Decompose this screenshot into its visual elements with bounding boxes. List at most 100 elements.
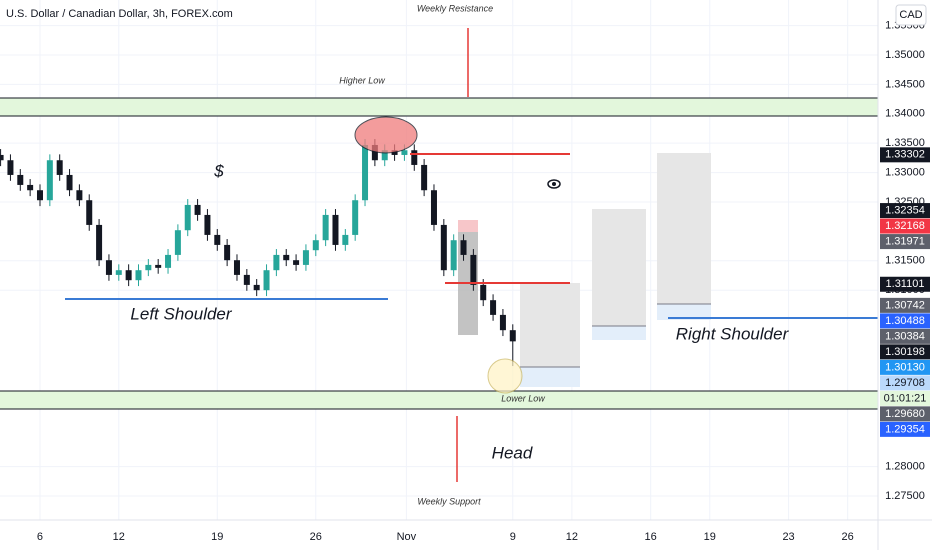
candle-body — [273, 254, 280, 271]
candle-body — [204, 214, 211, 235]
y-tick-label: 1.31500 — [885, 255, 925, 267]
currency-button[interactable] — [895, 4, 927, 26]
support-zone — [0, 391, 878, 409]
candle-body — [184, 204, 191, 231]
eye-icon — [547, 179, 561, 189]
price-axis — [878, 0, 932, 550]
candle-body — [125, 270, 132, 281]
candle-body — [243, 274, 250, 285]
x-tick-label: 19 — [211, 531, 223, 543]
candle-body — [46, 160, 53, 201]
candle-body — [440, 224, 447, 271]
price-tag-label: 1.30742 — [885, 299, 925, 311]
candle-body — [411, 150, 418, 165]
y-tick-label: 1.34000 — [885, 108, 925, 120]
candle-body — [115, 270, 122, 275]
currency-label: CAD — [899, 9, 922, 21]
y-tick-label: 1.28000 — [885, 461, 925, 473]
grid — [0, 0, 878, 520]
candle-body — [214, 234, 221, 245]
candle-body — [233, 260, 240, 275]
price-tag-label: 1.30198 — [885, 346, 925, 358]
price-tag-label: 1.30384 — [885, 330, 925, 342]
candle-body — [194, 204, 201, 215]
candle-body — [105, 260, 112, 275]
x-tick-label: 6 — [37, 531, 43, 543]
price-tag — [880, 328, 930, 344]
head-ellipse — [354, 116, 418, 154]
annotation: Right Shoulder — [676, 324, 790, 343]
candle-body — [490, 300, 497, 315]
annotation: Weekly Support — [417, 496, 481, 506]
chart-title: U.S. Dollar / Canadian Dollar, 3h, FOREX… — [6, 8, 233, 20]
candle-body — [27, 184, 34, 191]
price-tag-label: 1.31971 — [885, 235, 925, 247]
price-tag — [880, 234, 930, 250]
candle-body — [224, 244, 231, 261]
candle-body — [56, 160, 63, 175]
candle-body — [135, 270, 142, 281]
projection-box — [592, 326, 646, 340]
x-tick-label: 23 — [782, 531, 794, 543]
price-tag-label: 1.32168 — [885, 220, 925, 232]
candle-body — [381, 150, 388, 161]
candle-body — [421, 164, 428, 191]
price-tag-label: 1.33302 — [885, 149, 925, 161]
time-axis — [0, 520, 878, 550]
x-tick-label: 19 — [704, 531, 716, 543]
candle-body — [499, 314, 506, 331]
candle-body — [155, 264, 162, 268]
candle-body — [450, 240, 457, 271]
candle-body — [165, 254, 172, 268]
candle-body — [0, 154, 4, 161]
price-tag-label: 01:01:21 — [884, 392, 927, 404]
projection-box — [657, 153, 711, 304]
price-tag — [880, 344, 930, 360]
x-tick-label: 26 — [842, 531, 854, 543]
y-tick-label: 1.34500 — [885, 78, 925, 90]
annotation: Head — [492, 443, 533, 462]
price-tag-label: 1.32354 — [885, 204, 925, 216]
price-tag — [880, 313, 930, 329]
price-tag — [880, 406, 930, 422]
candle-body — [362, 144, 369, 201]
y-tick-label: 1.35000 — [885, 49, 925, 61]
candle-body — [322, 214, 329, 241]
candle-body — [145, 264, 152, 271]
candles — [0, 139, 516, 367]
annotation: Left Shoulder — [130, 304, 232, 323]
y-tick-label: 1.33000 — [885, 166, 925, 178]
x-tick-label: 12 — [113, 531, 125, 543]
price-tag-label: 1.29354 — [885, 423, 925, 435]
price-tag — [880, 147, 930, 163]
price-tag — [880, 421, 930, 437]
annotation: $ — [213, 161, 224, 180]
candle-body — [332, 214, 339, 245]
candle-body — [17, 174, 24, 185]
risk-box — [458, 220, 478, 232]
price-tag-label: 1.29680 — [885, 408, 925, 420]
x-tick-label: 9 — [510, 531, 516, 543]
y-tick-label: 1.33500 — [885, 137, 925, 149]
x-tick-label: Nov — [397, 531, 417, 543]
candle-body — [480, 284, 487, 301]
price-tag — [880, 390, 930, 406]
candle-body — [263, 270, 270, 291]
candle-body — [174, 230, 181, 255]
candle-body — [312, 240, 319, 251]
annotation: Higher Low — [339, 75, 385, 85]
candle-body — [7, 160, 14, 175]
axes: 1.355001.350001.345001.340001.335001.330… — [37, 19, 930, 543]
price-tag-label: 1.29708 — [885, 377, 925, 389]
price-tag-label: 1.30130 — [885, 361, 925, 373]
candle-body — [36, 190, 43, 201]
price-tag — [880, 297, 930, 313]
projection-box — [520, 283, 580, 367]
price-tag — [880, 276, 930, 292]
candle-body — [302, 250, 309, 265]
resistance-zone — [0, 98, 878, 116]
candle-body — [460, 240, 467, 255]
